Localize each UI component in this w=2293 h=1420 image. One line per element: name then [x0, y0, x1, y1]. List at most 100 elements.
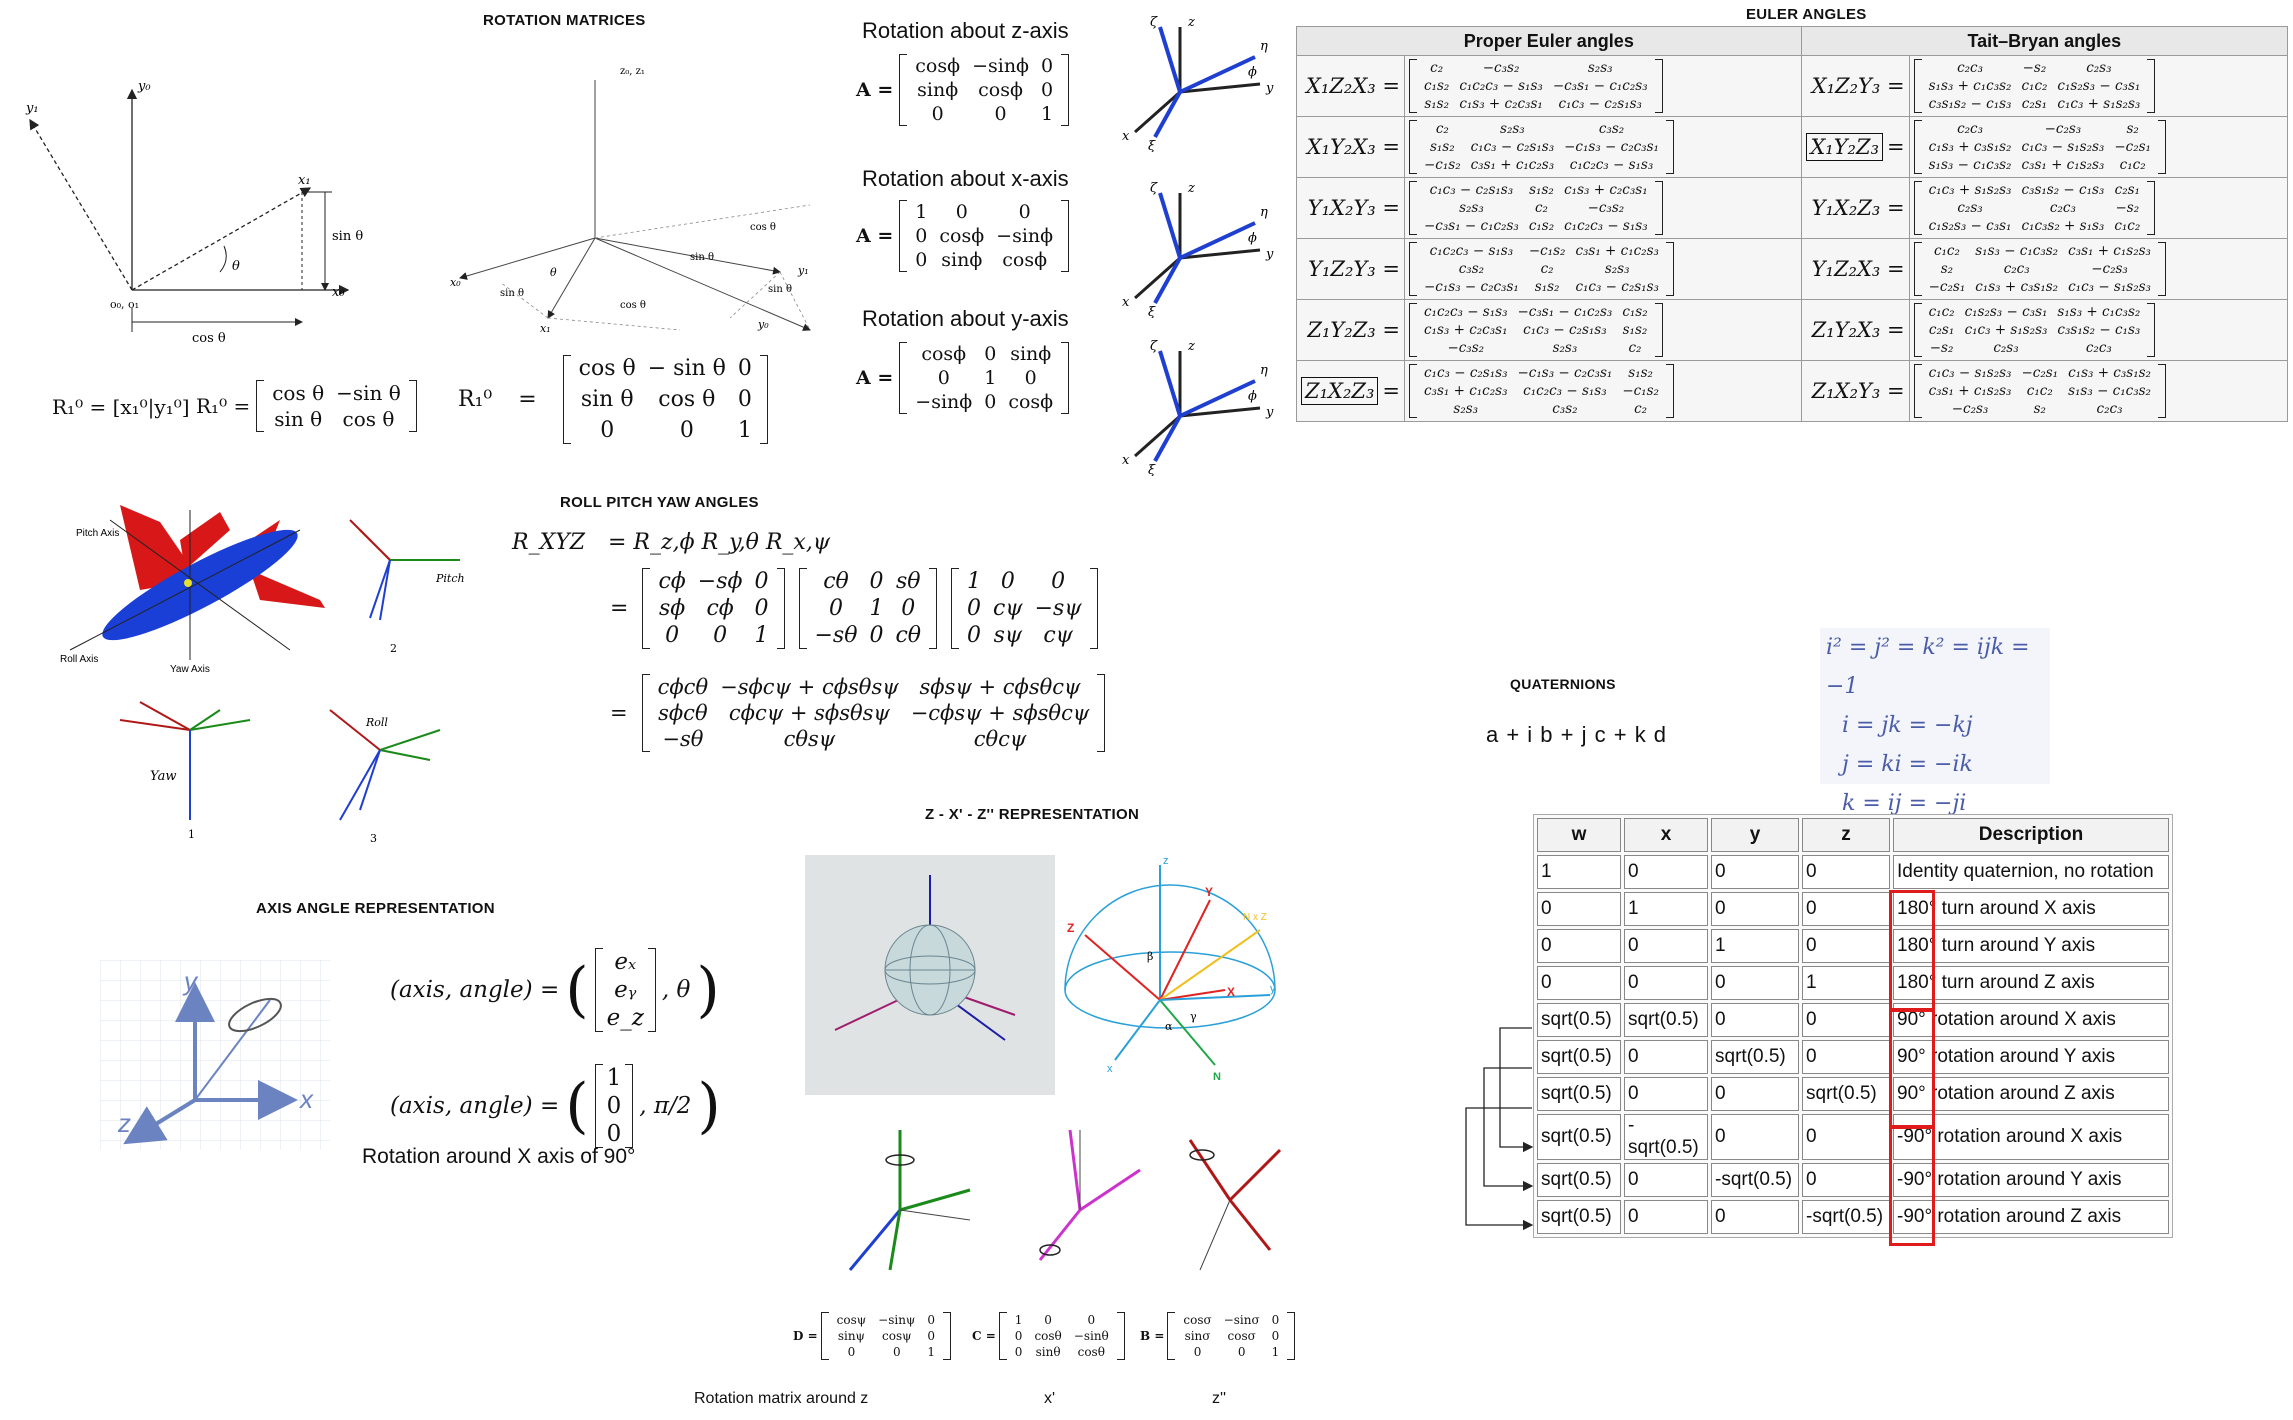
frame-axis-line	[1179, 248, 1261, 260]
matrix-cell: cosϕ	[915, 55, 961, 77]
quat-component-cell: 0	[1624, 1040, 1708, 1074]
quat-component-cell: 1	[1537, 855, 1621, 889]
identity-line-2: i = jk = −kj	[1842, 713, 1973, 738]
euler-sphere-diagram: z Y N x Z Z β X α γ x y N	[1064, 855, 1276, 1083]
matrix-cell: c₁c₂c₃ − s₁s₃	[1569, 157, 1654, 173]
matrix-cell: cosϕ	[1008, 391, 1054, 413]
rotation-matrix: c₁c₂ c₁s₂s₃ − c₃s₁ s₁s₃ + c₁c₃s₂ c₂s₁ c₁c₃ +…	[1913, 303, 2156, 357]
matrix-cell: 0	[869, 623, 884, 648]
quaternion-table: w x y z Description 1 0 0 0 Identity quatern…	[1533, 814, 2173, 1238]
matrix-cell: −sin θ	[336, 381, 401, 405]
rot-z-equation: A = cosϕ −sinϕ 0 sinϕ cosϕ 0 0 0 1	[856, 54, 1069, 126]
quat-row: sqrt(0.5) 0 sqrt(0.5) 0 90° rotation around …	[1537, 1040, 2169, 1074]
matrix-cell: c₁c₂	[2026, 383, 2053, 399]
y1-label: y₁	[25, 101, 39, 116]
rotation-matrix: c₁c₃ + s₁s₂s₃ c₃s₁s₂ − c₁s₃ c₂s₁ c₂s₃ c₂c₃ −s…	[1913, 181, 2156, 235]
quat-component-cell: sqrt(0.5)	[1537, 1077, 1621, 1111]
matrix-cell: cosϕ	[1002, 249, 1048, 271]
quat-component-cell: sqrt(0.5)	[1624, 1003, 1708, 1037]
sphere-X: X	[1227, 985, 1235, 999]
y1-label-2: y₁	[797, 264, 809, 277]
matrix-cell: 1	[1014, 1313, 1023, 1327]
quat-component-cell: sqrt(0.5)	[1537, 1040, 1621, 1074]
rotation-eq-3: R₁⁰ = cos θ − sin θ 0 sin θ cos θ 0 0 0 1	[458, 355, 769, 444]
quat-component-cell: sqrt(0.5)	[1537, 1003, 1621, 1037]
euler-row: Z₁X₂Z₃ = c₁c₃ − c₂s₁s₃ −c₁s₃ − c₂c₃s₁ s₁s₂ c₃…	[1296, 360, 2289, 422]
matrix-cell: c₂c₃	[2003, 261, 2030, 277]
quat-component-cell: sqrt(0.5)	[1537, 1200, 1621, 1234]
matrix-cell: cϕ	[706, 596, 734, 621]
matrix-cell: −c₂s₃	[2044, 121, 2082, 137]
theta-label: θ	[232, 259, 240, 274]
frame-label-eta: η	[1260, 363, 1268, 378]
matrix-cell: −sinϕ	[972, 55, 1030, 77]
rpy-title: ROLL PITCH YAW ANGLES	[560, 494, 759, 511]
euler-row: X₁Z₂X₃ = c₂ −c₃s₂ s₂s₃ c₁s₂ c₁c₂c₃ − s₁s₃ −c₃s…	[1296, 55, 2289, 117]
matrix-cell: 1	[869, 596, 884, 621]
frame-axis-line	[1179, 406, 1261, 418]
pitch-frame-diagram: Pitch 2	[349, 519, 465, 655]
matrix-cell: c₁c₃ − c₂s₁s₃	[1424, 365, 1508, 381]
tait-bryan-name: X₁Z₂Y₃ =	[1800, 55, 1910, 117]
sphere-alpha: α	[1165, 1020, 1173, 1033]
x0-label-2: x₀	[450, 276, 461, 289]
tait-bryan-matrix: c₂c₃ −c₂s₃ s₂ c₁s₃ + c₃s₁s₂ c₁c₃ − s₁s₂s₃ −c₂…	[1908, 116, 2289, 178]
matrix-cell: sθ	[895, 569, 921, 594]
tait-bryan-name: X₁Y₂Z₃ =	[1800, 116, 1910, 178]
yaw-axis-label: Yaw Axis	[170, 664, 210, 675]
quaternion-form: a + i b + j c + k d	[1486, 722, 1668, 747]
matrix-cell: 0	[754, 596, 769, 621]
frame-axis-line	[1158, 192, 1182, 259]
frame-label-xi: ξ	[1148, 139, 1156, 152]
rot-y-lhs: A =	[856, 367, 894, 389]
rpy-matrix-y: cθ 0 sθ 0 1 0 −sθ 0 cθ	[798, 568, 938, 649]
frame-axis-line	[1158, 26, 1182, 93]
proper-euler-matrix: c₁c₃ − c₂s₁s₃ −c₁s₃ − c₂c₃s₁ s₁s₂ c₃s₁ + c₁…	[1404, 360, 1802, 422]
matrix-cell: c₃s₁ + c₁s₂s₃	[2068, 243, 2151, 259]
proper-euler-name: X₁Y₂X₃ =	[1296, 116, 1405, 178]
quat-component-cell: 0	[1711, 1114, 1799, 1160]
axis-angle-caption: Rotation around X axis of 90°	[362, 1145, 636, 1168]
tait-bryan-matrix: c₁c₂ c₁s₂s₃ − c₃s₁ s₁s₃ + c₁c₃s₂ c₂s₁ c₁c₃ +…	[1908, 299, 2289, 361]
matrix-cell: c₁c₃s₂ + s₁s₃	[2021, 218, 2105, 234]
quat-component-cell: 0	[1711, 1077, 1799, 1111]
quat-component-cell: -sqrt(0.5)	[1711, 1163, 1799, 1197]
matrix-cell: −sθ	[662, 727, 704, 751]
rotation-eq-2: R₁⁰ = cos θ −sin θ sin θ cos θ	[196, 380, 417, 432]
y0-label: y₀	[137, 79, 151, 94]
matrix-cell: s₁s₃ − c₁c₃s₂	[2068, 383, 2151, 399]
quat-component-cell: 1	[1802, 966, 1890, 1000]
rotation-matrices-title: ROTATION MATRICES	[483, 12, 646, 29]
quat-description-cell: 90° rotation around Z axis	[1893, 1077, 2169, 1111]
frame-label-xi: ξ	[1148, 463, 1156, 476]
matrix-cell: −s₂	[2022, 60, 2047, 76]
x1-label: x₁	[298, 173, 311, 188]
sphere-diagram	[805, 855, 1055, 1095]
matrix-cell: −cϕsψ + sϕsθcψ	[910, 701, 1090, 725]
matrix-cell: 0	[754, 569, 769, 594]
matrix-cell: −c₂s₃	[1951, 401, 1989, 417]
frame-label-x: x	[1122, 453, 1130, 468]
sin-label: sin θ	[332, 229, 363, 244]
matrix-cell: sinσ	[1184, 1329, 1211, 1343]
quat-header-x: x	[1624, 818, 1708, 852]
matrix-cell: 0	[1193, 1345, 1202, 1359]
matrix-cell: 0	[901, 596, 916, 621]
matrix-cell: 0	[1237, 1345, 1246, 1359]
matrix-cell: s₂s₃	[1587, 60, 1613, 76]
matrix-cell: c₁c₃ − s₁s₂s₃	[2021, 139, 2105, 155]
frame-axis-line	[1158, 350, 1182, 417]
matrix-cell: −c₂s₁	[2114, 139, 2151, 155]
matrix-cell: s₁s₂	[1622, 322, 1648, 338]
quat-component-cell: 0	[1624, 855, 1708, 889]
frame-label-y: y	[1265, 81, 1274, 96]
euler-row: Z₁Y₂Z₃ = c₁c₂c₃ − s₁s₃ −c₃s₁ − c₁c₂s₃ c₁s₂ c…	[1296, 299, 2289, 361]
frame-label-phi: ϕ	[1248, 65, 1257, 80]
matrix-cell: c₃s₂	[1598, 121, 1625, 137]
matrix-cell: c₁c₂c₃ − s₁s₃	[1564, 218, 1648, 234]
equals-sign: =	[1887, 135, 1905, 159]
matrix-cell: s₁s₂	[1424, 96, 1449, 112]
quat-component-cell: 0	[1537, 892, 1621, 926]
matrix-cell: −sinϕ	[915, 391, 973, 413]
rot-z-title: Rotation about z-axis	[862, 18, 1069, 43]
